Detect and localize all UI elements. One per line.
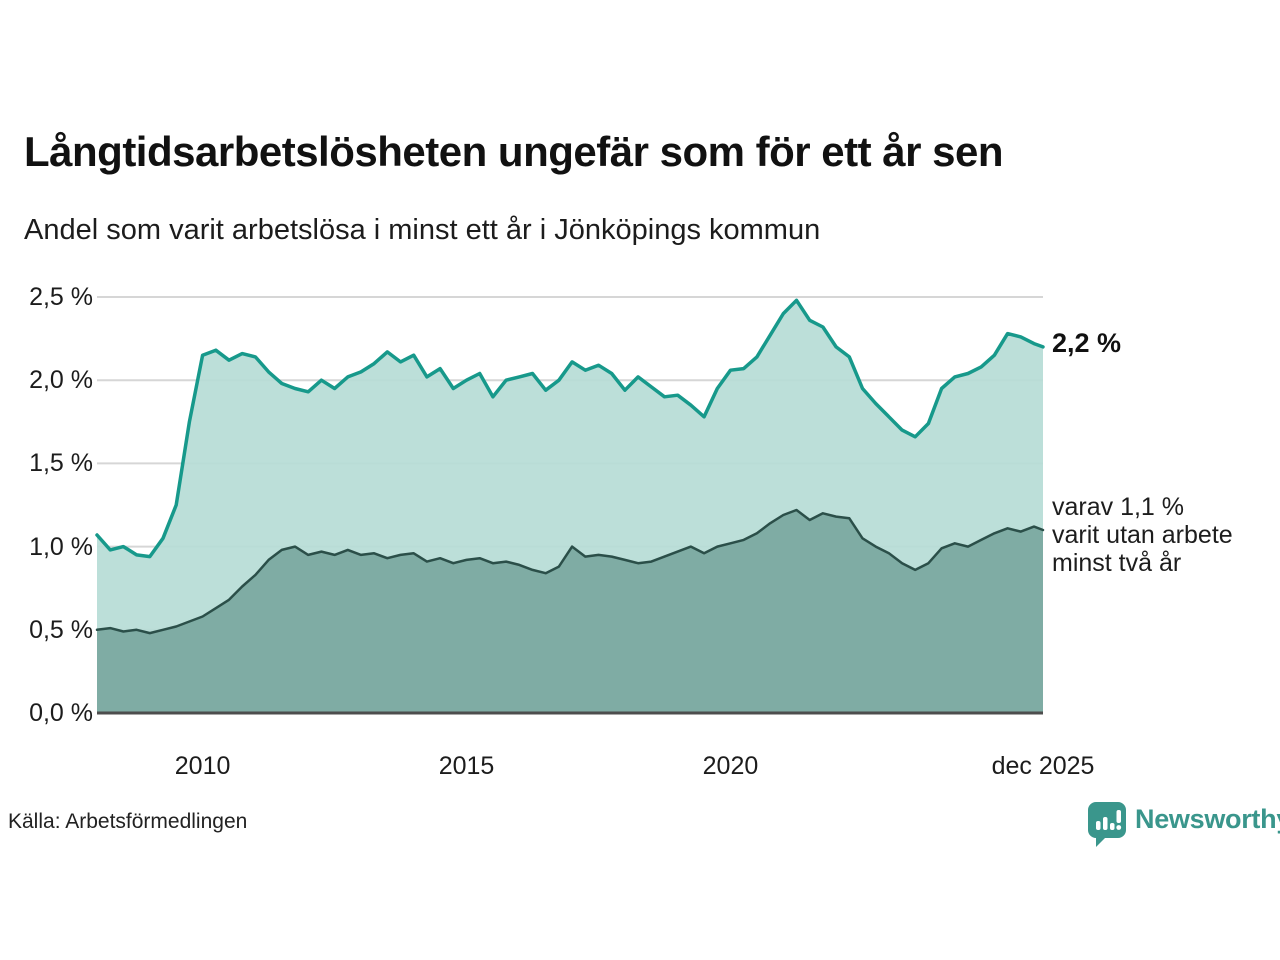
newsworthy-logo-text: Newsworthy [1135,804,1280,834]
y-tick-label: 1,5 % [29,449,93,478]
logo-exclamation-bar [1116,810,1121,823]
line-two-year [95,508,1045,635]
x-tick-label: dec 2025 [991,752,1095,780]
x-tick-label: 2010 [174,752,231,780]
x-tick-label: 2020 [702,752,759,780]
page-subtitle: Andel som varit arbetslösa i minst ett å… [24,214,821,246]
y-tick-label: 2,5 % [29,283,93,311]
newsworthy-logo: Newsworthy [1086,800,1280,848]
line-total [95,298,1045,559]
y-tick-label: 0,5 % [29,615,93,644]
x-tick-label: 2015 [438,752,495,780]
page-title: Långtidsarbetslösheten ungefär som för e… [24,128,1004,175]
logo-bar-2 [1103,817,1108,830]
logo-bar-1 [1096,821,1101,830]
annotation-two-year-note: varav 1,1 % varit utan arbete minst två … [1052,493,1233,577]
annotation-latest-value: 2,2 % [1052,328,1122,358]
logo-bar-3 [1110,823,1115,830]
area-two-year [97,510,1043,713]
y-tick-label: 0,0 % [29,699,93,727]
y-tick-label: 1,0 % [29,532,93,561]
source-caption: Källa: Arbetsförmedlingen [8,810,248,833]
logo-exclamation-dot [1116,825,1122,830]
newsworthy-logo-icon [1088,802,1126,847]
y-tick-label: 2,0 % [29,366,93,395]
